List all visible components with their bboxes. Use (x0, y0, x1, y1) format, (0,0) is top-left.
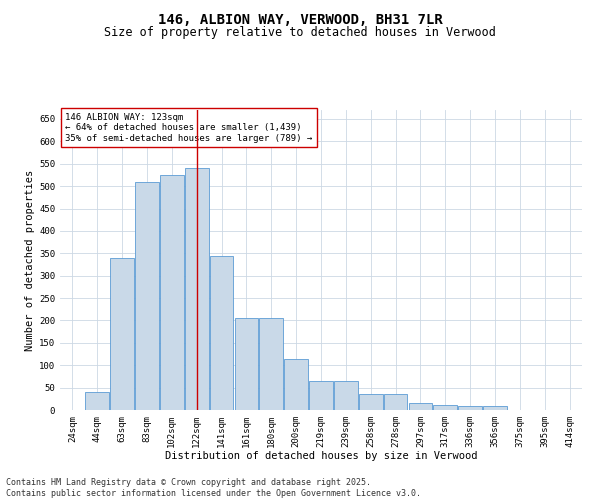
Bar (433, 404, 457, 410)
Bar (309, 381, 333, 410)
Bar (284, 358, 308, 410)
Bar (259, 318, 283, 410)
Bar (359, 394, 383, 410)
Bar (334, 381, 358, 410)
Bar (110, 258, 134, 410)
Bar (185, 168, 209, 410)
Bar (384, 394, 407, 410)
Bar (409, 404, 432, 410)
Text: Contains HM Land Registry data © Crown copyright and database right 2025.
Contai: Contains HM Land Registry data © Crown c… (6, 478, 421, 498)
Bar (210, 256, 233, 410)
Bar (135, 182, 159, 410)
Bar (235, 318, 258, 410)
X-axis label: Distribution of detached houses by size in Verwood: Distribution of detached houses by size … (165, 452, 477, 462)
Y-axis label: Number of detached properties: Number of detached properties (25, 170, 35, 350)
Bar (483, 406, 507, 410)
Text: 146 ALBION WAY: 123sqm
← 64% of detached houses are smaller (1,439)
35% of semi-: 146 ALBION WAY: 123sqm ← 64% of detached… (65, 113, 313, 143)
Text: Size of property relative to detached houses in Verwood: Size of property relative to detached ho… (104, 26, 496, 39)
Bar (160, 175, 184, 410)
Bar (458, 406, 482, 410)
Text: 146, ALBION WAY, VERWOOD, BH31 7LR: 146, ALBION WAY, VERWOOD, BH31 7LR (158, 12, 442, 26)
Bar (85, 392, 109, 410)
